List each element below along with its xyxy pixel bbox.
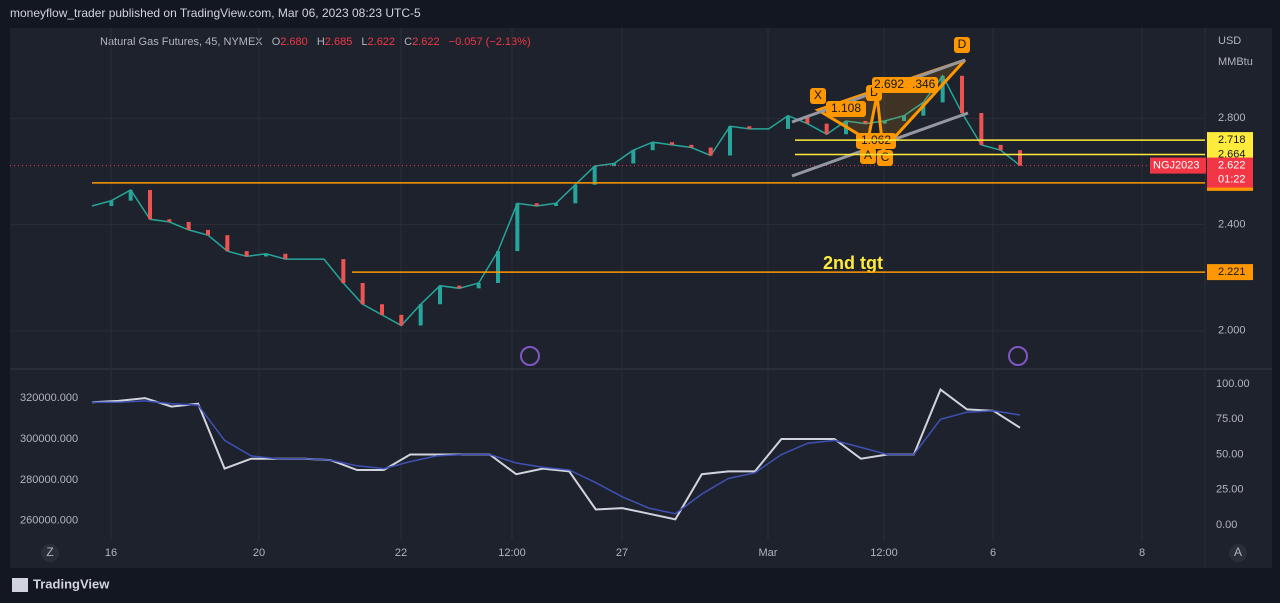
label-box <box>810 88 826 104</box>
oscillator-line <box>92 400 1021 515</box>
left-tick-label: 280000.000 <box>20 474 78 486</box>
y-tick-label: 2.000 <box>1218 325 1246 337</box>
o-label: O <box>272 36 281 48</box>
chart-frame <box>10 28 1272 568</box>
c: 2.622 <box>412 36 440 48</box>
x-tick-label: 16 <box>105 547 117 559</box>
unit: USD <box>1218 35 1241 47</box>
level-tag <box>1207 264 1253 281</box>
brand: TradingView <box>33 576 110 591</box>
label-box <box>856 133 896 149</box>
label-box <box>826 101 866 117</box>
ratio-xad: .346 <box>912 77 936 91</box>
x-tick-label: Mar <box>759 547 778 559</box>
l-label: L <box>361 36 367 48</box>
legend: Natural Gas Futures, 45, NYMEX O2.680 H2… <box>100 36 531 48</box>
osc-tick-label: 75.00 <box>1216 413 1244 425</box>
left-tick-label: 300000.000 <box>20 433 78 445</box>
header-title: moneyflow_trader published on TradingVie… <box>10 6 421 20</box>
x-tick-label: 22 <box>395 547 407 559</box>
osc-tick-label: 0.00 <box>1216 519 1237 531</box>
osc-tick-label: 50.00 <box>1216 448 1244 460</box>
zoom-button[interactable]: Z <box>46 545 53 559</box>
button[interactable] <box>1229 544 1247 562</box>
l: 2.622 <box>368 36 396 48</box>
x-tick-label: 27 <box>616 547 628 559</box>
symbol: Natural Gas Futures, 45, NYMEX <box>100 36 263 48</box>
event-icon[interactable] <box>520 346 540 366</box>
point-c: C <box>881 150 890 164</box>
symbol-tag <box>1150 157 1206 174</box>
change: −0.057 (−2.13%) <box>449 36 531 48</box>
level-label: 2.221 <box>1218 266 1246 278</box>
x-tick-label: 12:00 <box>870 547 898 559</box>
o: 2.680 <box>280 36 308 48</box>
countdown: 01:22 <box>1218 174 1246 186</box>
x-tick-label: 20 <box>253 547 265 559</box>
label-box <box>860 148 876 164</box>
symbol-label: NGJ2023 <box>1153 160 1199 172</box>
button[interactable] <box>41 544 59 562</box>
osc-tick-label: 25.00 <box>1216 484 1244 496</box>
y-tick-label: 2.400 <box>1218 218 1246 230</box>
osc-tick-label: 100.00 <box>1216 378 1250 390</box>
annotation: 2nd tgt <box>823 253 883 273</box>
x-tick-label: 12:00 <box>498 547 526 559</box>
level-label: 2.718 <box>1218 134 1246 146</box>
ratio-bcd: 2.692 <box>874 77 904 91</box>
level-label: 2.664 <box>1218 148 1246 160</box>
subunit: MMBtu <box>1218 56 1253 68</box>
price-label: 2.622 <box>1218 160 1246 172</box>
y-tick-label: 2.800 <box>1218 112 1246 124</box>
oscillator-line <box>91 388 1021 521</box>
h-label: H <box>317 36 325 48</box>
left-tick-label: 260000.000 <box>20 515 78 527</box>
brand-logo <box>12 578 28 592</box>
point-x: X <box>814 88 822 102</box>
left-tick-label: 320000.000 <box>20 392 78 404</box>
harmonic-pattern: X A B C D 1.108 1.062 2.692.346 <box>791 37 970 178</box>
ratio-xab: 1.108 <box>831 101 861 115</box>
price-tag <box>1207 157 1253 188</box>
h: 2.685 <box>325 36 353 48</box>
label-box <box>954 37 970 53</box>
x-tick-label: 6 <box>990 547 996 559</box>
level-tag <box>1207 132 1253 149</box>
label-box <box>872 77 938 93</box>
x-tick-label: 8 <box>1139 547 1145 559</box>
point-d: D <box>958 37 967 51</box>
auto-button[interactable]: A <box>1234 545 1242 559</box>
event-icon[interactable] <box>1008 346 1028 366</box>
c-label: C <box>404 36 412 48</box>
